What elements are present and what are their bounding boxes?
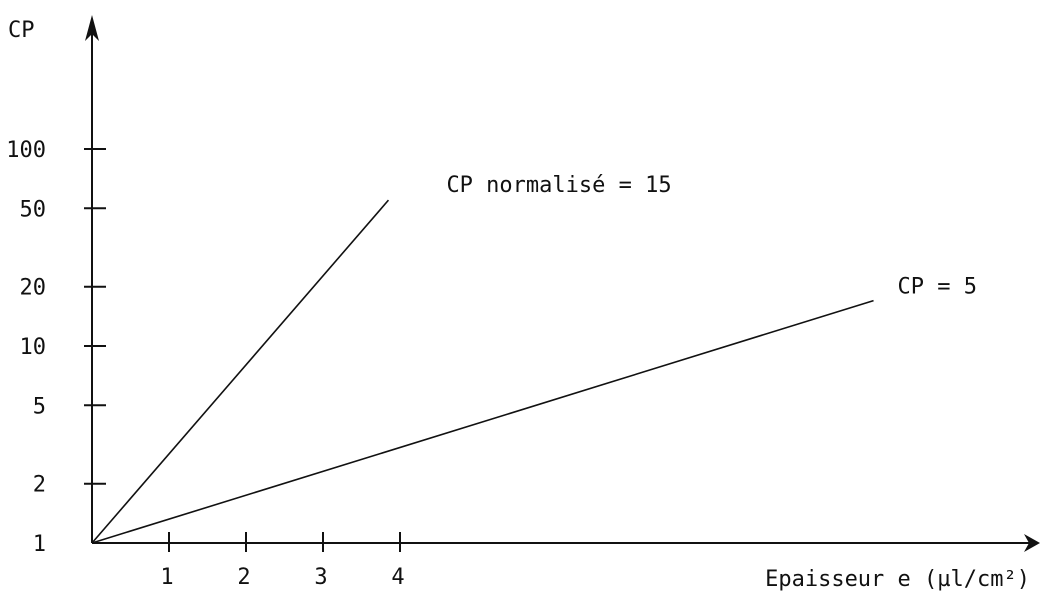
y-tick-label: 2 <box>33 473 46 498</box>
x-tick-label: 4 <box>391 565 404 590</box>
y-tick-label: 1 <box>33 532 46 557</box>
y-tick-label: 10 <box>20 335 47 360</box>
y-axis-label: CP <box>8 18 35 43</box>
series-group: CP normalisé = 15 CP = 5 <box>91 173 977 544</box>
y-axis-arrow-icon <box>85 15 99 41</box>
series-line <box>91 199 390 544</box>
series-label: CP = 5 <box>898 275 977 300</box>
y-tick-label: 50 <box>20 197 47 222</box>
y-tick-label: 20 <box>20 276 47 301</box>
y-tick-label: 5 <box>33 394 46 419</box>
series-line <box>91 299 874 544</box>
x-axis-arrow-icon <box>1024 534 1040 552</box>
ticks-group: 1 2 3 4 1 2 5 10 20 50 100 <box>6 138 404 590</box>
series-label: CP normalisé = 15 <box>446 173 671 198</box>
x-axis-label: Epaisseur e (µl/cm²) <box>765 567 1030 592</box>
y-tick-label: 100 <box>6 138 46 163</box>
x-tick-label: 2 <box>237 565 250 590</box>
x-tick-label: 1 <box>160 565 173 590</box>
x-tick-label: 3 <box>314 565 327 590</box>
